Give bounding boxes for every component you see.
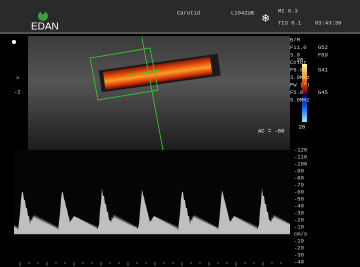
- parameter: 3.9: [290, 51, 300, 58]
- exam: Carotid: [177, 9, 200, 16]
- velocity-label: -20: [294, 216, 304, 223]
- clock: 03:43:39: [315, 19, 341, 26]
- parameter: F5.0: [290, 66, 303, 73]
- parameter: F11.0: [290, 44, 307, 51]
- parameter: G45: [318, 89, 328, 96]
- velocity-label: -40: [294, 258, 304, 265]
- velocity-label: -50: [294, 195, 304, 202]
- velocity-label: -120: [294, 146, 307, 153]
- logo-text: EDAN: [31, 22, 59, 33]
- parameter: 3.9MHz: [290, 74, 310, 81]
- freeze-icon: ❄: [262, 12, 269, 26]
- velocity-label: -30: [294, 209, 304, 216]
- probe: L1042UB: [231, 9, 255, 16]
- parameter: Color: [290, 59, 307, 66]
- parameter: PW (*): [290, 81, 310, 88]
- parameter: B/M: [290, 36, 300, 43]
- velocity-label: -100: [294, 160, 307, 167]
- velocity-label: cm/s: [294, 230, 307, 237]
- depth-mark: -2: [14, 88, 21, 95]
- parameter: F89: [318, 51, 328, 58]
- velocity-label: -40: [294, 202, 304, 209]
- mi: MI 0.3: [278, 7, 298, 14]
- velocity-label: -80: [294, 174, 304, 181]
- parameter: G41: [318, 66, 329, 73]
- velocity-label: -10: [294, 223, 304, 230]
- velocity-label: -110: [294, 153, 307, 160]
- angle-correction: AC = -60: [258, 127, 284, 134]
- velocity-label: -60: [294, 188, 304, 195]
- orientation-dot: [12, 40, 16, 44]
- color-scale-bottom: 26: [299, 123, 306, 130]
- b-mode-image: [28, 36, 290, 150]
- velocity-label: -20: [294, 244, 304, 251]
- velocity-label: -90: [294, 167, 304, 174]
- velocity-label: -70: [294, 181, 304, 188]
- tis: TIS 0.1: [278, 19, 302, 26]
- velocity-label: -10: [294, 237, 304, 244]
- parameter: 5.0MHz: [290, 96, 310, 103]
- parameter: G52: [318, 44, 328, 51]
- depth-mark: >: [16, 74, 19, 81]
- parameter: F5.0: [290, 89, 303, 96]
- ultrasound-screen: EDAN Carotid L1042UB ❄ MI 0.3 TIS 0.1 03…: [0, 0, 360, 267]
- time-ruler: [20, 262, 281, 266]
- velocity-label: -30: [294, 251, 304, 258]
